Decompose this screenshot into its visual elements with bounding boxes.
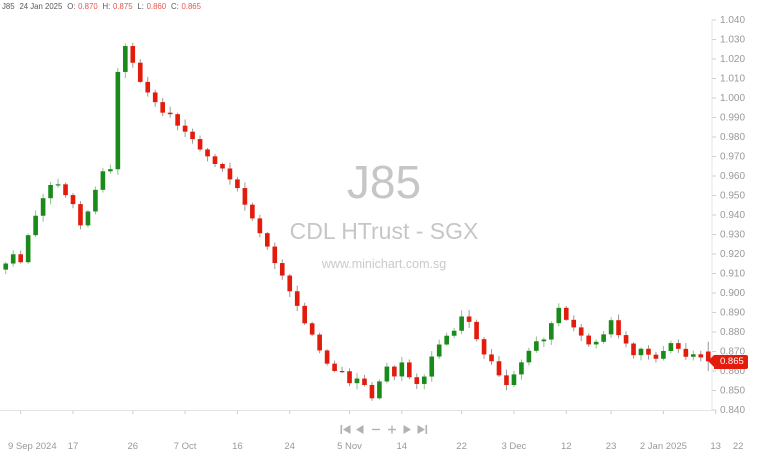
svg-text:0.910: 0.910 — [720, 269, 745, 280]
svg-text:0.850: 0.850 — [720, 386, 745, 397]
svg-text:0.840: 0.840 — [720, 405, 745, 416]
svg-text:0.930: 0.930 — [720, 230, 745, 241]
svg-text:0.990: 0.990 — [720, 113, 745, 124]
svg-text:0.900: 0.900 — [720, 288, 745, 299]
svg-text:0.890: 0.890 — [720, 308, 745, 319]
svg-text:0.950: 0.950 — [720, 191, 745, 202]
svg-text:0.940: 0.940 — [720, 210, 745, 221]
svg-text:1.030: 1.030 — [720, 35, 745, 46]
svg-text:0.920: 0.920 — [720, 249, 745, 260]
svg-text:0.970: 0.970 — [720, 152, 745, 163]
svg-text:1.040: 1.040 — [720, 15, 745, 26]
svg-text:0.960: 0.960 — [720, 171, 745, 182]
svg-text:0.880: 0.880 — [720, 327, 745, 338]
svg-text:1.020: 1.020 — [720, 54, 745, 65]
svg-text:0.980: 0.980 — [720, 132, 745, 143]
svg-text:1.000: 1.000 — [720, 93, 745, 104]
svg-text:1.010: 1.010 — [720, 74, 745, 85]
